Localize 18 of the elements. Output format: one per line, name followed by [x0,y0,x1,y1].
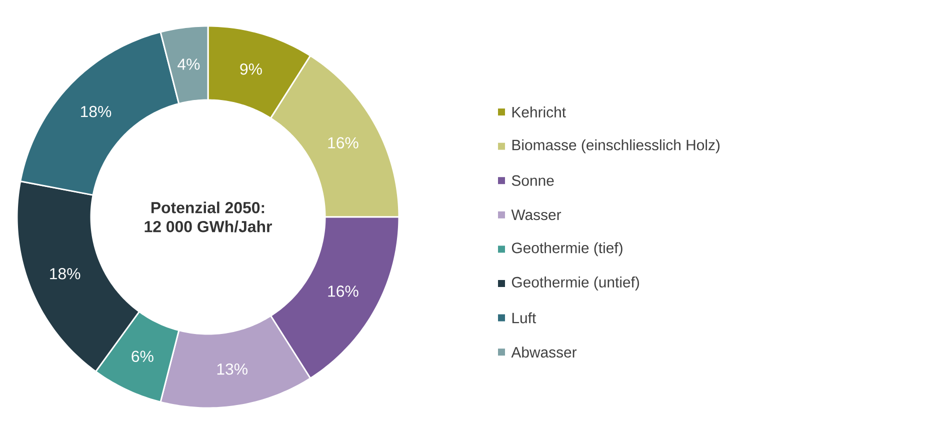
data-label: 18% [50,268,80,280]
legend-label: Kehricht [512,106,566,118]
legend-label: Wasser [511,210,562,220]
legend-label: Geothermie (untief) [512,276,639,290]
text: Potenzial 2050: [151,202,264,214]
data-label: 18% [81,106,112,118]
data-label: 13% [217,363,248,375]
legend-label: Luft [512,312,536,324]
data-label: 6% [132,350,154,362]
data-label: 16% [328,137,358,148]
legend-label: Abwasser [511,346,577,358]
data-label: 9% [240,63,262,75]
legend-label: Biomasse (einschliesslich Holz) [512,139,720,154]
text: 12 000 GWh/Jahr [144,220,272,232]
legend-label: Geothermie (tief) [512,242,622,256]
legend-label: Sonne [512,175,554,186]
data-label: 16% [328,286,358,297]
data-label: 4% [178,58,200,70]
